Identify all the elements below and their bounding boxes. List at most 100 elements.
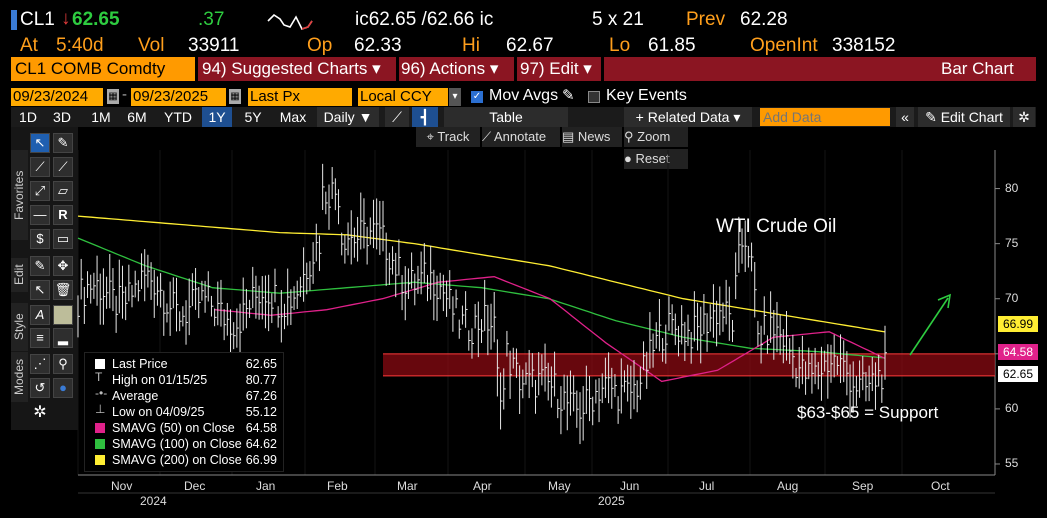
suggested-charts-menu[interactable]: 94) Suggested Charts ▾ bbox=[202, 59, 381, 78]
channel-icon[interactable]: ▱ bbox=[53, 181, 73, 201]
period-6m[interactable]: 6M bbox=[127, 109, 147, 125]
low-label: Lo bbox=[609, 35, 631, 56]
annotate-button[interactable]: ⟋ Annotate bbox=[482, 127, 560, 147]
mov-avgs-checkbox[interactable]: ✓ bbox=[471, 91, 483, 103]
period-3d[interactable]: 3D bbox=[53, 109, 71, 125]
edit-chart-button[interactable]: ✎ Edit Chart bbox=[918, 107, 1010, 127]
frequency-select[interactable]: Daily ▼ bbox=[317, 107, 379, 127]
x-tick-label: May bbox=[548, 479, 571, 493]
arrow-head bbox=[937, 293, 952, 309]
x-tick-label: Jun bbox=[620, 479, 640, 493]
crosshair-icon[interactable]: ✥ bbox=[53, 256, 73, 276]
table-button[interactable]: Table bbox=[444, 107, 568, 127]
moving-average-line bbox=[77, 215, 886, 333]
fill-icon[interactable] bbox=[53, 305, 73, 325]
arrow-icon[interactable]: ↖ bbox=[30, 280, 50, 300]
legend-sma50: SMAVG (50) on Close 64.58 bbox=[85, 420, 283, 436]
down-arrow-icon: ↓ bbox=[61, 8, 71, 29]
line-chart-icon[interactable]: ⟋ bbox=[385, 107, 409, 127]
x-tick-label: Jul bbox=[699, 479, 715, 493]
actions-menu[interactable]: 96) Actions ▾ bbox=[401, 59, 499, 78]
undo-icon[interactable]: ↺ bbox=[30, 378, 50, 398]
start-date-field[interactable]: 09/23/2024 bbox=[11, 88, 103, 106]
collapse-icon[interactable]: « bbox=[896, 107, 914, 127]
period-1m[interactable]: 1M bbox=[91, 109, 111, 125]
news-icon: ▤ bbox=[562, 129, 578, 144]
calendar-icon[interactable]: ▦ bbox=[229, 89, 241, 104]
x-tick-label: Mar bbox=[397, 479, 418, 493]
y-tick-label: 75 bbox=[1005, 235, 1019, 250]
last-price-tag: 62.65 bbox=[998, 366, 1038, 382]
font-icon[interactable]: A bbox=[30, 305, 50, 325]
add-data-input[interactable] bbox=[760, 108, 890, 126]
news-button[interactable]: ▤ News bbox=[562, 127, 622, 147]
pencil-icon[interactable]: ✎ bbox=[53, 133, 73, 153]
y-tick-label: 80 bbox=[1005, 180, 1019, 195]
ray-icon[interactable]: ⤢ bbox=[30, 181, 50, 201]
high-marker-icon: T bbox=[95, 370, 103, 384]
x-tick-label: Nov bbox=[111, 479, 133, 493]
rect-icon[interactable]: ▭ bbox=[53, 229, 73, 249]
magnet-icon[interactable]: ⋰ bbox=[30, 354, 50, 374]
at-label: At bbox=[20, 35, 38, 56]
sma200-price-tag: 66.99 bbox=[998, 316, 1038, 332]
sparkline-icon bbox=[267, 13, 313, 30]
volume: 33911 bbox=[188, 35, 240, 56]
edit-menu[interactable]: 97) Edit ▾ bbox=[520, 59, 592, 78]
pencil-icon[interactable]: ✎ bbox=[562, 87, 575, 104]
sma200-swatch bbox=[95, 455, 105, 465]
period-1d[interactable]: 1D bbox=[19, 109, 37, 125]
reset-label: Reset bbox=[635, 151, 670, 166]
grid-icon[interactable]: ⚲ bbox=[53, 354, 73, 374]
settings-icon[interactable]: ✲ bbox=[1013, 107, 1035, 127]
reset-button[interactable]: ● Reset bbox=[624, 149, 688, 169]
zoom-button[interactable]: ⚲ Zoom bbox=[624, 127, 688, 147]
lines-icon[interactable]: ≡ bbox=[30, 328, 50, 348]
brush-icon[interactable]: ✎ bbox=[30, 256, 50, 276]
arrow-annotation bbox=[909, 297, 949, 356]
track-button[interactable]: ⌖ Track bbox=[416, 127, 480, 147]
y-tick-label: 55 bbox=[1005, 455, 1019, 470]
annotate-label: Annotate bbox=[494, 129, 547, 144]
line-icon[interactable]: ⟋ bbox=[30, 157, 50, 177]
end-date-field[interactable]: 09/23/2025 bbox=[131, 88, 226, 106]
color-icon[interactable]: ● bbox=[53, 378, 73, 398]
menu-bar: CL1 COMB Comdty 94) Suggested Charts ▾ 9… bbox=[11, 57, 1036, 81]
related-data-button[interactable]: + Related Data ▾ bbox=[624, 107, 752, 127]
annotate-icon: ⟋ bbox=[482, 129, 494, 144]
y-tick-label: 60 bbox=[1005, 400, 1019, 415]
period-5y[interactable]: 5Y bbox=[244, 109, 262, 125]
open-label: Op bbox=[307, 35, 333, 56]
period-max[interactable]: Max bbox=[279, 109, 307, 125]
bar-chart-icon[interactable]: ┫ bbox=[412, 107, 438, 127]
fib-icon[interactable]: $ bbox=[30, 229, 50, 249]
trendline-icon[interactable]: ⟋ bbox=[53, 157, 73, 177]
currency-select[interactable]: Local CCY bbox=[358, 88, 448, 106]
separator bbox=[601, 57, 604, 81]
security-field[interactable]: CL1 COMB Comdty bbox=[11, 57, 195, 81]
mov-avgs-label: Mov Avgs bbox=[489, 87, 559, 104]
edit-chart-label: Edit Chart bbox=[940, 109, 1003, 125]
moving-average-line bbox=[77, 237, 886, 359]
news-label: News bbox=[577, 129, 611, 144]
lock-icon[interactable]: ▂ bbox=[53, 328, 73, 348]
sma100-swatch bbox=[95, 439, 105, 449]
calendar-icon[interactable]: ▦ bbox=[107, 89, 119, 104]
chart-title-annotation[interactable]: WTI Crude Oil bbox=[716, 216, 837, 237]
currency-dropdown-icon[interactable]: ▾ bbox=[449, 88, 461, 106]
hline-icon[interactable]: — bbox=[30, 205, 50, 225]
key-events-checkbox[interactable] bbox=[588, 91, 600, 103]
cursor-icon[interactable]: ↖ bbox=[30, 133, 50, 153]
settings-icon[interactable]: ✲ bbox=[33, 404, 47, 421]
chart-legend[interactable]: Last Price 62.65 T High on 01/15/25 80.7… bbox=[84, 352, 284, 472]
x-tick-label: Jan bbox=[256, 479, 276, 493]
open-interest: 338152 bbox=[832, 35, 896, 56]
x-tick-label: Oct bbox=[931, 479, 950, 493]
text-icon[interactable]: R bbox=[53, 205, 73, 225]
support-annotation[interactable]: $63-$65 = Support bbox=[797, 403, 939, 422]
field-select[interactable]: Last Px bbox=[248, 88, 352, 106]
period-ytd[interactable]: YTD bbox=[164, 109, 192, 125]
trash-icon[interactable]: 🗑 bbox=[53, 280, 73, 300]
period-1y[interactable]: 1Y bbox=[202, 107, 232, 127]
